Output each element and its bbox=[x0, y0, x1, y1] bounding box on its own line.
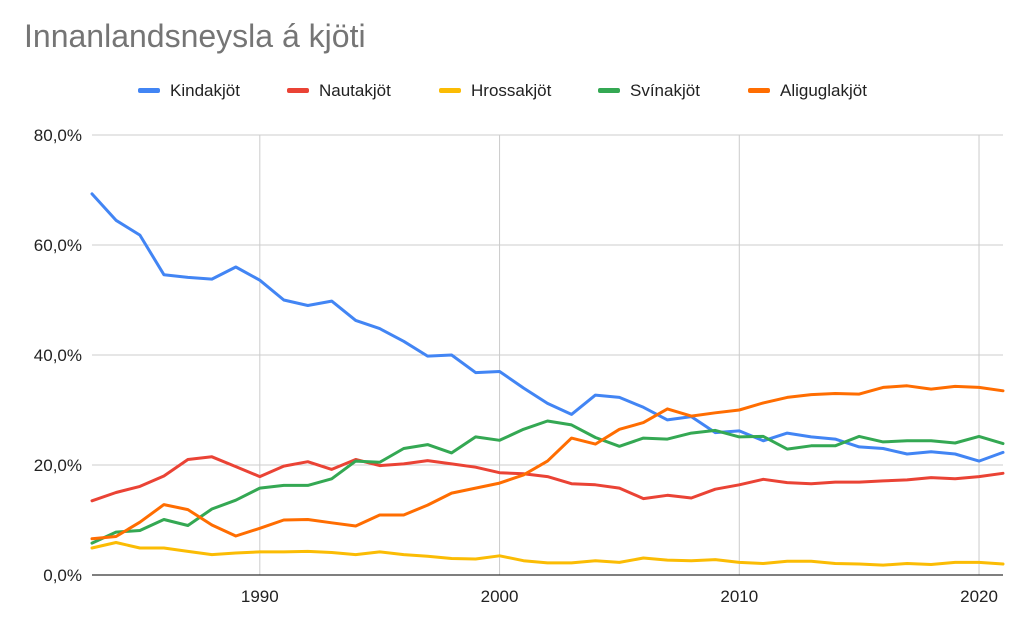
legend-label: Kindakjöt bbox=[170, 81, 240, 100]
series-line-4 bbox=[90, 384, 1005, 541]
legend-swatch bbox=[287, 88, 309, 93]
series-line-0 bbox=[90, 192, 1005, 463]
series-line-2 bbox=[90, 541, 1005, 567]
x-tick-label: 1990 bbox=[241, 587, 279, 606]
series-line-3 bbox=[90, 419, 1005, 545]
y-tick-label: 20,0% bbox=[34, 456, 82, 475]
chart-title: Innanlandsneysla á kjöti bbox=[24, 18, 366, 54]
y-tick-label: 0,0% bbox=[43, 566, 82, 585]
legend-label: Aliguglakjöt bbox=[780, 81, 867, 100]
legend-label: Svínakjöt bbox=[630, 81, 700, 100]
series-line-1 bbox=[90, 455, 1005, 503]
legend-swatch bbox=[748, 88, 770, 93]
series-lines bbox=[90, 192, 1005, 567]
y-tick-label: 60,0% bbox=[34, 236, 82, 255]
x-tick-label: 2000 bbox=[481, 587, 519, 606]
y-tick-label: 40,0% bbox=[34, 346, 82, 365]
legend-swatch bbox=[439, 88, 461, 93]
axes: 0,0% 20,0% 40,0% 60,0% 80,0% 1990 2000 2010 2020 bbox=[34, 126, 1003, 606]
legend: Kindakjöt Nautakjöt Hrossakjöt Svínakjöt Ali… bbox=[138, 81, 867, 100]
y-tick-label: 80,0% bbox=[34, 126, 82, 145]
x-tick-label: 2010 bbox=[720, 587, 758, 606]
legend-swatch bbox=[598, 88, 620, 93]
x-tick-label: 2020 bbox=[960, 587, 998, 606]
legend-swatch bbox=[138, 88, 160, 93]
legend-label: Hrossakjöt bbox=[471, 81, 552, 100]
legend-label: Nautakjöt bbox=[319, 81, 391, 100]
grid-lines bbox=[92, 134, 1003, 576]
